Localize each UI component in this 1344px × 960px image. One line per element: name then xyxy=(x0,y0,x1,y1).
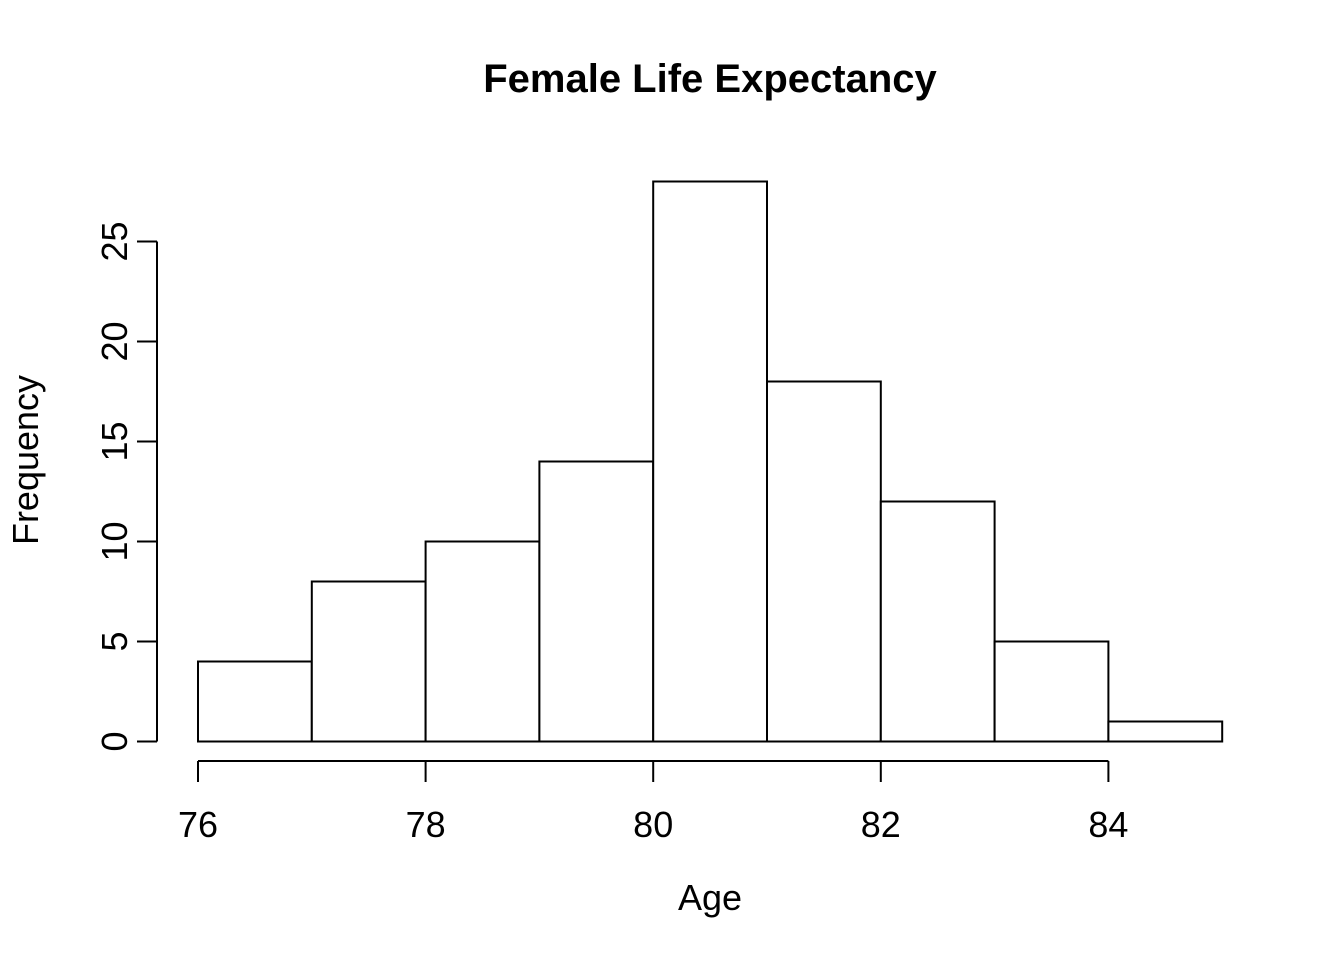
histogram-bar xyxy=(197,660,313,743)
x-axis: 76 78 80 82 84 xyxy=(178,760,1128,845)
x-tick-label: 80 xyxy=(633,804,673,845)
x-tick-label: 78 xyxy=(406,804,446,845)
y-tick-label: 5 xyxy=(94,631,135,651)
x-tick-label: 84 xyxy=(1088,804,1128,845)
histogram-bar xyxy=(310,580,427,743)
x-tick-label: 76 xyxy=(178,804,218,845)
y-tick-label: 10 xyxy=(94,521,135,561)
histogram-bar xyxy=(879,500,996,743)
y-axis-label: Frequency xyxy=(5,375,46,545)
y-tick-label: 15 xyxy=(94,421,135,461)
histogram-bar xyxy=(1107,720,1224,743)
bars-group xyxy=(197,180,1224,743)
histogram-bar xyxy=(766,380,882,743)
histogram-bar xyxy=(424,540,541,743)
x-axis-label: Age xyxy=(678,877,742,918)
y-tick-label: 25 xyxy=(94,221,135,261)
histogram-bar xyxy=(538,460,655,743)
x-tick-label: 82 xyxy=(861,804,901,845)
histogram-bar xyxy=(652,180,769,743)
y-tick-label: 0 xyxy=(94,731,135,751)
y-tick-label: 20 xyxy=(94,321,135,361)
histogram-bar xyxy=(993,640,1110,743)
y-axis: 0 5 10 15 20 25 xyxy=(94,221,158,752)
chart-title: Female Life Expectancy xyxy=(483,57,937,101)
